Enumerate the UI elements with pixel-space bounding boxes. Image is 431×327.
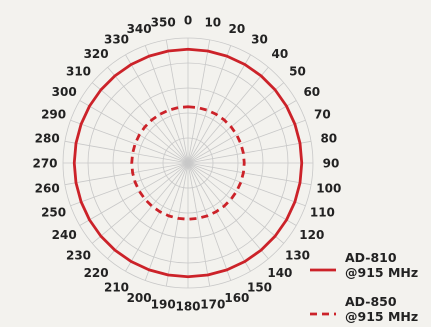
legend-label-ad-810-frequency: @915 MHz xyxy=(345,265,418,280)
grid-spoke-320 xyxy=(107,66,189,164)
angle-tick-50: 50 xyxy=(289,65,306,79)
angle-tick-230: 230 xyxy=(66,248,91,262)
grid-spoke-100 xyxy=(187,162,312,186)
angle-tick-10: 10 xyxy=(204,16,221,30)
grid-spoke-250 xyxy=(70,162,189,207)
angle-tick-40: 40 xyxy=(272,47,289,61)
grid-spoke-300 xyxy=(79,100,189,164)
legend-label-ad-850-frequency: @915 MHz xyxy=(345,309,418,324)
grid-spoke-130 xyxy=(187,162,285,244)
grid-spoke-260 xyxy=(64,162,189,186)
grid-spoke-290 xyxy=(70,119,189,164)
angle-tick-60: 60 xyxy=(303,85,320,99)
legend-label-ad-850-model: AD-850 xyxy=(345,294,397,309)
grid-spoke-340 xyxy=(144,45,189,164)
angle-tick-290: 290 xyxy=(41,108,66,122)
grid-spoke-220 xyxy=(107,162,189,260)
grid-spoke-30 xyxy=(187,54,251,164)
angle-tick-210: 210 xyxy=(104,280,129,294)
angle-tick-30: 30 xyxy=(251,33,268,47)
angle-tick-270: 270 xyxy=(32,157,57,171)
angle-tick-110: 110 xyxy=(310,205,335,219)
legend: AD-810 @915 MHz AD-850 @915 MHz xyxy=(310,250,418,324)
angle-tick-90: 90 xyxy=(323,157,340,171)
grid-spoke-50 xyxy=(187,82,285,164)
polar-grid xyxy=(62,37,314,289)
grid-spoke-310 xyxy=(91,82,189,164)
grid-spoke-70 xyxy=(187,119,306,164)
grid-spoke-40 xyxy=(187,66,269,164)
angle-tick-320: 320 xyxy=(84,47,109,61)
grid-spoke-80 xyxy=(187,140,312,164)
grid-spoke-230 xyxy=(91,162,189,244)
angle-tick-340: 340 xyxy=(127,22,152,36)
grid-spoke-60 xyxy=(187,100,297,164)
angle-tick-80: 80 xyxy=(320,132,337,146)
grid-spoke-10 xyxy=(187,39,211,164)
grid-spoke-110 xyxy=(187,162,306,207)
angle-tick-200: 200 xyxy=(127,291,152,305)
angle-tick-150: 150 xyxy=(247,280,272,294)
angle-tick-220: 220 xyxy=(84,266,109,280)
angle-tick-120: 120 xyxy=(299,228,324,242)
grid-spoke-170 xyxy=(187,162,211,287)
angle-tick-100: 100 xyxy=(316,181,341,195)
series-layer xyxy=(72,47,304,279)
grid-spoke-350 xyxy=(165,39,189,164)
angle-tick-160: 160 xyxy=(224,291,249,305)
angle-tick-240: 240 xyxy=(52,228,77,242)
angle-tick-310: 310 xyxy=(66,65,91,79)
angle-tick-130: 130 xyxy=(285,248,310,262)
angle-tick-170: 170 xyxy=(200,297,225,311)
angle-tick-350: 350 xyxy=(151,16,176,30)
grid-spoke-120 xyxy=(187,162,297,226)
angle-tick-250: 250 xyxy=(41,205,66,219)
grid-spoke-190 xyxy=(165,162,189,287)
angle-tick-0: 0 xyxy=(184,14,192,28)
grid-spoke-280 xyxy=(64,140,189,164)
grid-spoke-20 xyxy=(187,45,232,164)
grid-spoke-150 xyxy=(187,162,251,272)
angle-tick-300: 300 xyxy=(52,85,77,99)
angle-tick-70: 70 xyxy=(314,108,331,122)
angle-tick-20: 20 xyxy=(229,22,246,36)
grid-spoke-140 xyxy=(187,162,269,260)
grid-spoke-160 xyxy=(187,162,232,281)
legend-label-ad-810-model: AD-810 xyxy=(345,250,397,265)
angle-tick-280: 280 xyxy=(35,132,60,146)
grid-spoke-200 xyxy=(144,162,189,281)
angle-tick-260: 260 xyxy=(35,181,60,195)
angle-tick-330: 330 xyxy=(104,33,129,47)
grid-spoke-330 xyxy=(125,54,189,164)
grid-spoke-240 xyxy=(79,162,189,226)
grid-spoke-210 xyxy=(125,162,189,272)
angle-tick-140: 140 xyxy=(267,266,292,280)
angle-tick-180: 180 xyxy=(175,300,200,314)
angle-tick-190: 190 xyxy=(151,297,176,311)
